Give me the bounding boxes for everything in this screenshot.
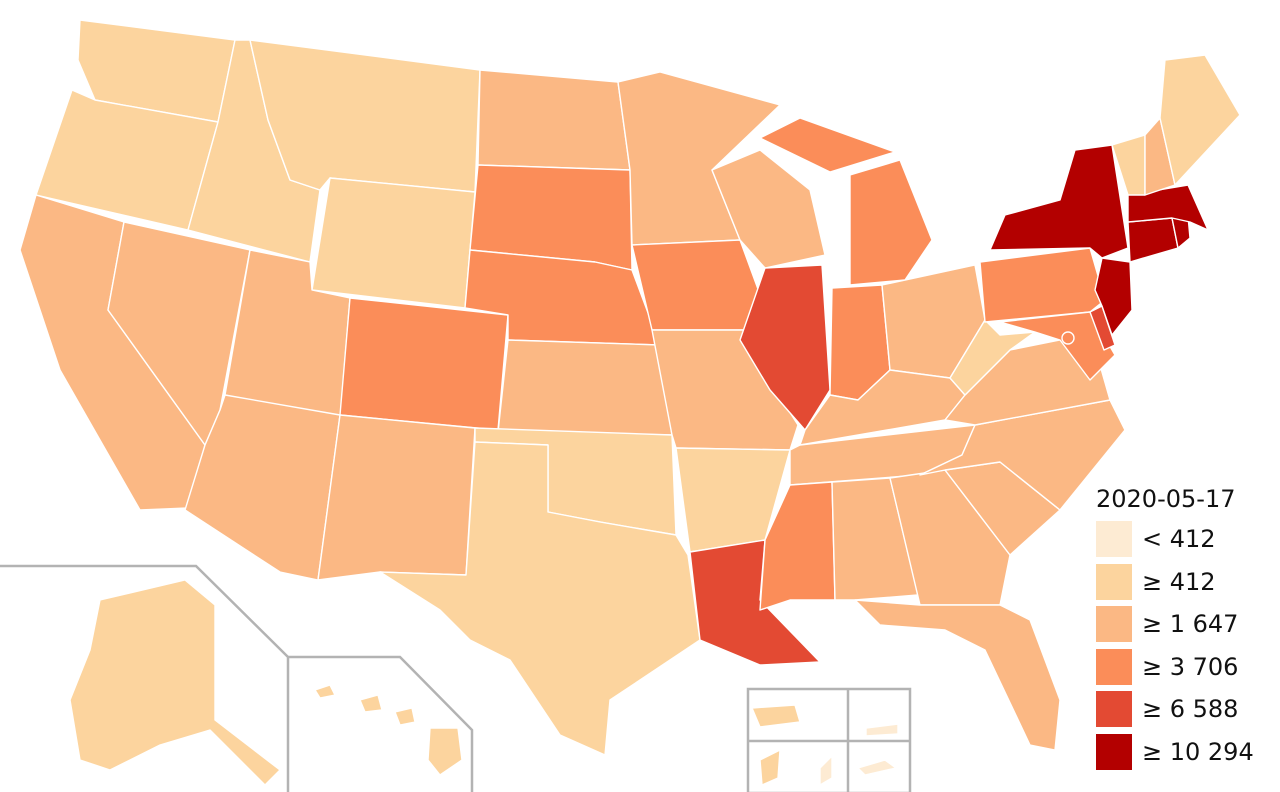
state-pa	[979, 247, 1106, 323]
legend-item: ≥ 1 647	[1096, 603, 1276, 646]
state-me	[1159, 54, 1241, 186]
legend-label: ≥ 1 647	[1142, 610, 1239, 639]
state-pr	[751, 704, 801, 728]
state-ia	[631, 239, 763, 331]
state-ak	[69, 579, 281, 786]
state-nd	[477, 69, 631, 171]
state-wi	[711, 149, 826, 269]
legend-label: < 412	[1142, 525, 1216, 554]
state-ct	[1127, 217, 1179, 263]
state-de	[1089, 305, 1116, 351]
legend-item: ≥ 10 294	[1096, 731, 1276, 774]
legend-swatch	[1096, 733, 1132, 770]
states-layer	[19, 19, 1241, 786]
legend-label: ≥ 412	[1142, 567, 1216, 596]
legend-items: < 412 ≥ 412 ≥ 1 647 ≥ 3 706 ≥ 6 588 ≥ 10 294	[1096, 518, 1276, 773]
legend-swatch	[1096, 521, 1132, 558]
state-wy	[311, 177, 476, 309]
state-co	[339, 297, 509, 431]
legend-label: ≥ 10 294	[1142, 737, 1254, 766]
legend-item: ≥ 6 588	[1096, 688, 1276, 731]
state-fl	[854, 599, 1061, 751]
legend-date-title: 2020-05-17	[1096, 485, 1236, 513]
inset-frames	[0, 564, 912, 792]
legend-item: ≥ 3 706	[1096, 646, 1276, 689]
state-ma	[1127, 184, 1209, 231]
state-mi	[759, 117, 933, 286]
legend-swatch	[1096, 648, 1132, 685]
state-ks	[497, 339, 673, 436]
state-nc	[919, 399, 1126, 511]
state-vi	[865, 723, 899, 737]
state-nm	[317, 414, 476, 581]
legend-swatch	[1096, 691, 1132, 728]
legend-item: < 412	[1096, 518, 1276, 561]
legend-label: ≥ 6 588	[1142, 695, 1239, 724]
legend: 2020-05-17 < 412 ≥ 412 ≥ 1 647 ≥ 3 706 ≥ 6 5…	[1096, 484, 1276, 773]
legend-swatch	[1096, 606, 1132, 643]
legend-swatch	[1096, 563, 1132, 600]
legend-item: ≥ 412	[1096, 561, 1276, 604]
state-dc	[1061, 331, 1075, 345]
legend-label: ≥ 3 706	[1142, 652, 1239, 681]
state-gu	[759, 749, 781, 786]
state-hi	[314, 684, 463, 776]
state-as	[857, 759, 897, 776]
state-tx	[379, 441, 701, 756]
state-mp	[819, 755, 833, 786]
state-ny	[989, 144, 1129, 259]
